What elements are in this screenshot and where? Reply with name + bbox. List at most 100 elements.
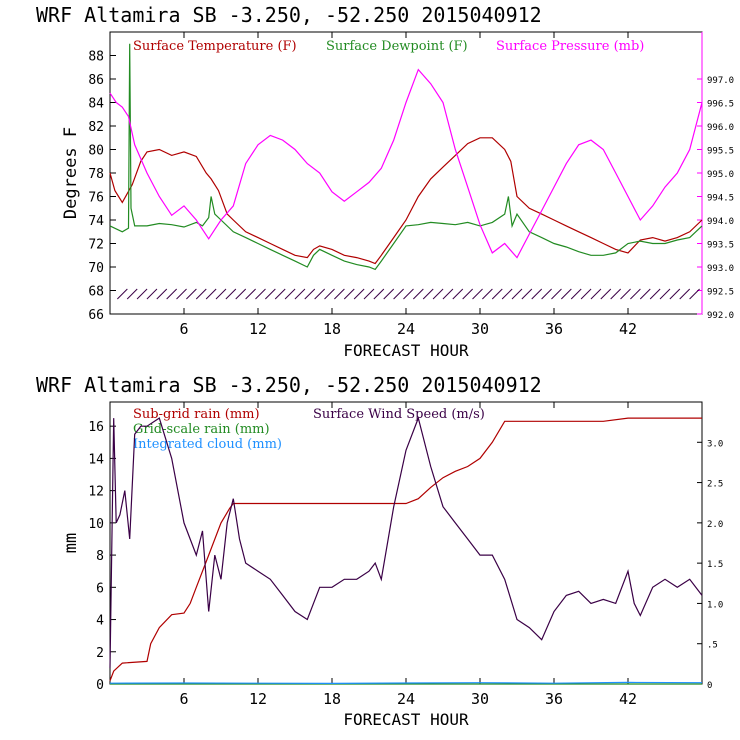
x-tick-label: 36 bbox=[545, 320, 563, 338]
wind-barb bbox=[363, 288, 375, 300]
y2-tick-label: 994.5 bbox=[707, 194, 734, 204]
y2-tick-label: 2.5 bbox=[707, 480, 723, 490]
x-ticks: 6 12 18 24 30 36 42 bbox=[179, 32, 637, 338]
series-integrated-cloud-mm bbox=[109, 681, 703, 685]
y-axis-label: mm bbox=[61, 533, 81, 553]
wind-barb bbox=[511, 288, 523, 300]
y-tick-label: 8 bbox=[96, 549, 104, 564]
y-tick-label: 2 bbox=[96, 646, 104, 661]
wind-barb bbox=[403, 288, 414, 300]
y-tick-label: 78 bbox=[88, 167, 104, 182]
wind-barb bbox=[541, 288, 552, 300]
y-tick-label: 82 bbox=[88, 120, 104, 135]
wind-barbs bbox=[116, 288, 700, 300]
y2-tick-label: 3.0 bbox=[707, 439, 723, 449]
wind-barb bbox=[324, 288, 335, 300]
legend: Surface Temperature (F) Surface Dewpoint… bbox=[133, 39, 644, 54]
wind-barb bbox=[580, 288, 592, 300]
wind-barb bbox=[116, 288, 128, 300]
wind-barb bbox=[462, 288, 474, 300]
wind-barb bbox=[304, 288, 316, 300]
y2-tick-label: 992.5 bbox=[707, 288, 734, 298]
series-lines bbox=[109, 416, 703, 685]
wind-barb bbox=[620, 288, 631, 300]
wind-barb bbox=[551, 288, 562, 300]
wind-barb bbox=[610, 288, 622, 300]
y2-tick-label: 993.0 bbox=[707, 264, 734, 274]
series-lines bbox=[109, 43, 703, 271]
wind-barb bbox=[284, 288, 296, 300]
wind-barb bbox=[442, 288, 454, 300]
wind-barb bbox=[432, 288, 444, 300]
wind-barb bbox=[630, 288, 641, 300]
wind-barb bbox=[255, 288, 266, 300]
x-tick-label: 42 bbox=[619, 320, 637, 338]
wind-barb bbox=[166, 288, 178, 300]
wind-barb bbox=[176, 288, 187, 300]
precipitation-chart: WRF Altamira SB -3.250, -52.250 20150409… bbox=[36, 373, 723, 729]
series-sub-grid-rain-mm bbox=[109, 417, 702, 682]
wind-barb bbox=[136, 288, 148, 300]
y-tick-label: 84 bbox=[88, 97, 104, 112]
y-tick-label: 74 bbox=[88, 214, 104, 229]
legend-gridscale-rain: Grid-scale rain (mm) bbox=[133, 422, 270, 437]
wind-barb bbox=[560, 288, 572, 300]
wind-barb bbox=[659, 288, 671, 300]
y-tick-label: 86 bbox=[88, 73, 104, 88]
y-tick-label: 66 bbox=[88, 308, 104, 323]
wind-barb bbox=[412, 288, 424, 300]
y2-tick-label: 2.0 bbox=[707, 520, 723, 530]
plot-frame bbox=[109, 31, 703, 315]
y2-tick-label: 996.5 bbox=[707, 100, 734, 110]
legend: Sub-grid rain (mm) Surface Wind Speed (m… bbox=[133, 407, 485, 452]
wind-barb bbox=[452, 288, 464, 300]
y-tick-label: 68 bbox=[88, 285, 104, 300]
wind-barb bbox=[393, 288, 404, 300]
y2-tick-label: 995.5 bbox=[707, 147, 734, 157]
legend-subgrid-rain: Sub-grid rain (mm) bbox=[133, 407, 260, 422]
wind-barb bbox=[343, 288, 355, 300]
wind-barb bbox=[264, 288, 276, 300]
legend-integrated-cloud: Integrated cloud (mm) bbox=[133, 437, 282, 452]
y-tick-label: 88 bbox=[88, 50, 104, 65]
y-tick-label: 16 bbox=[88, 420, 104, 435]
y-tick-label: 0 bbox=[96, 678, 104, 693]
x-tick-label: 24 bbox=[397, 320, 415, 338]
wind-barb bbox=[590, 288, 602, 300]
wind-barb bbox=[314, 288, 326, 300]
x-tick-label: 12 bbox=[249, 320, 267, 338]
y-tick-label: 72 bbox=[88, 238, 104, 253]
y2-tick-label: 1.5 bbox=[707, 560, 723, 570]
wind-barb bbox=[639, 288, 651, 300]
wind-barb bbox=[186, 288, 197, 300]
wind-barb bbox=[491, 288, 503, 300]
wind-barb bbox=[521, 288, 533, 300]
wind-barb bbox=[679, 288, 691, 300]
y-axis-label: Degrees F bbox=[61, 127, 81, 219]
x-tick-label: 36 bbox=[545, 690, 563, 708]
y2-tick-label: 992.0 bbox=[707, 311, 734, 321]
series-surface-temperature-f bbox=[109, 137, 703, 265]
y2-tick-label: .5 bbox=[707, 641, 718, 651]
x-tick-label: 30 bbox=[471, 320, 489, 338]
y-tick-label: 80 bbox=[88, 144, 104, 159]
wind-barb bbox=[600, 288, 612, 300]
x-tick-label: 18 bbox=[323, 320, 341, 338]
wind-barb bbox=[156, 288, 168, 300]
wind-barb bbox=[334, 288, 345, 300]
wind-barb bbox=[235, 288, 247, 300]
wind-barb bbox=[146, 288, 158, 300]
x-tick-label: 30 bbox=[471, 690, 489, 708]
legend-pressure: Surface Pressure (mb) bbox=[496, 39, 644, 54]
wind-barb bbox=[353, 288, 365, 300]
y-tick-label: 70 bbox=[88, 261, 104, 276]
wind-barb bbox=[531, 288, 543, 300]
wind-barb bbox=[482, 288, 493, 300]
y-ticks: 66 68 70 72 74 76 78 80 82 84 86 88 bbox=[88, 50, 116, 323]
wind-barb bbox=[383, 288, 395, 300]
series-surface-dewpoint-f bbox=[109, 43, 703, 271]
wind-barb bbox=[215, 288, 227, 300]
y2-tick-label: 0 bbox=[707, 681, 712, 691]
y2-tick-label: 996.0 bbox=[707, 123, 734, 133]
y2-ticks: 992.0 992.5 993.0 993.5 994.0 994.5 995.0 995.5… bbox=[697, 76, 734, 321]
